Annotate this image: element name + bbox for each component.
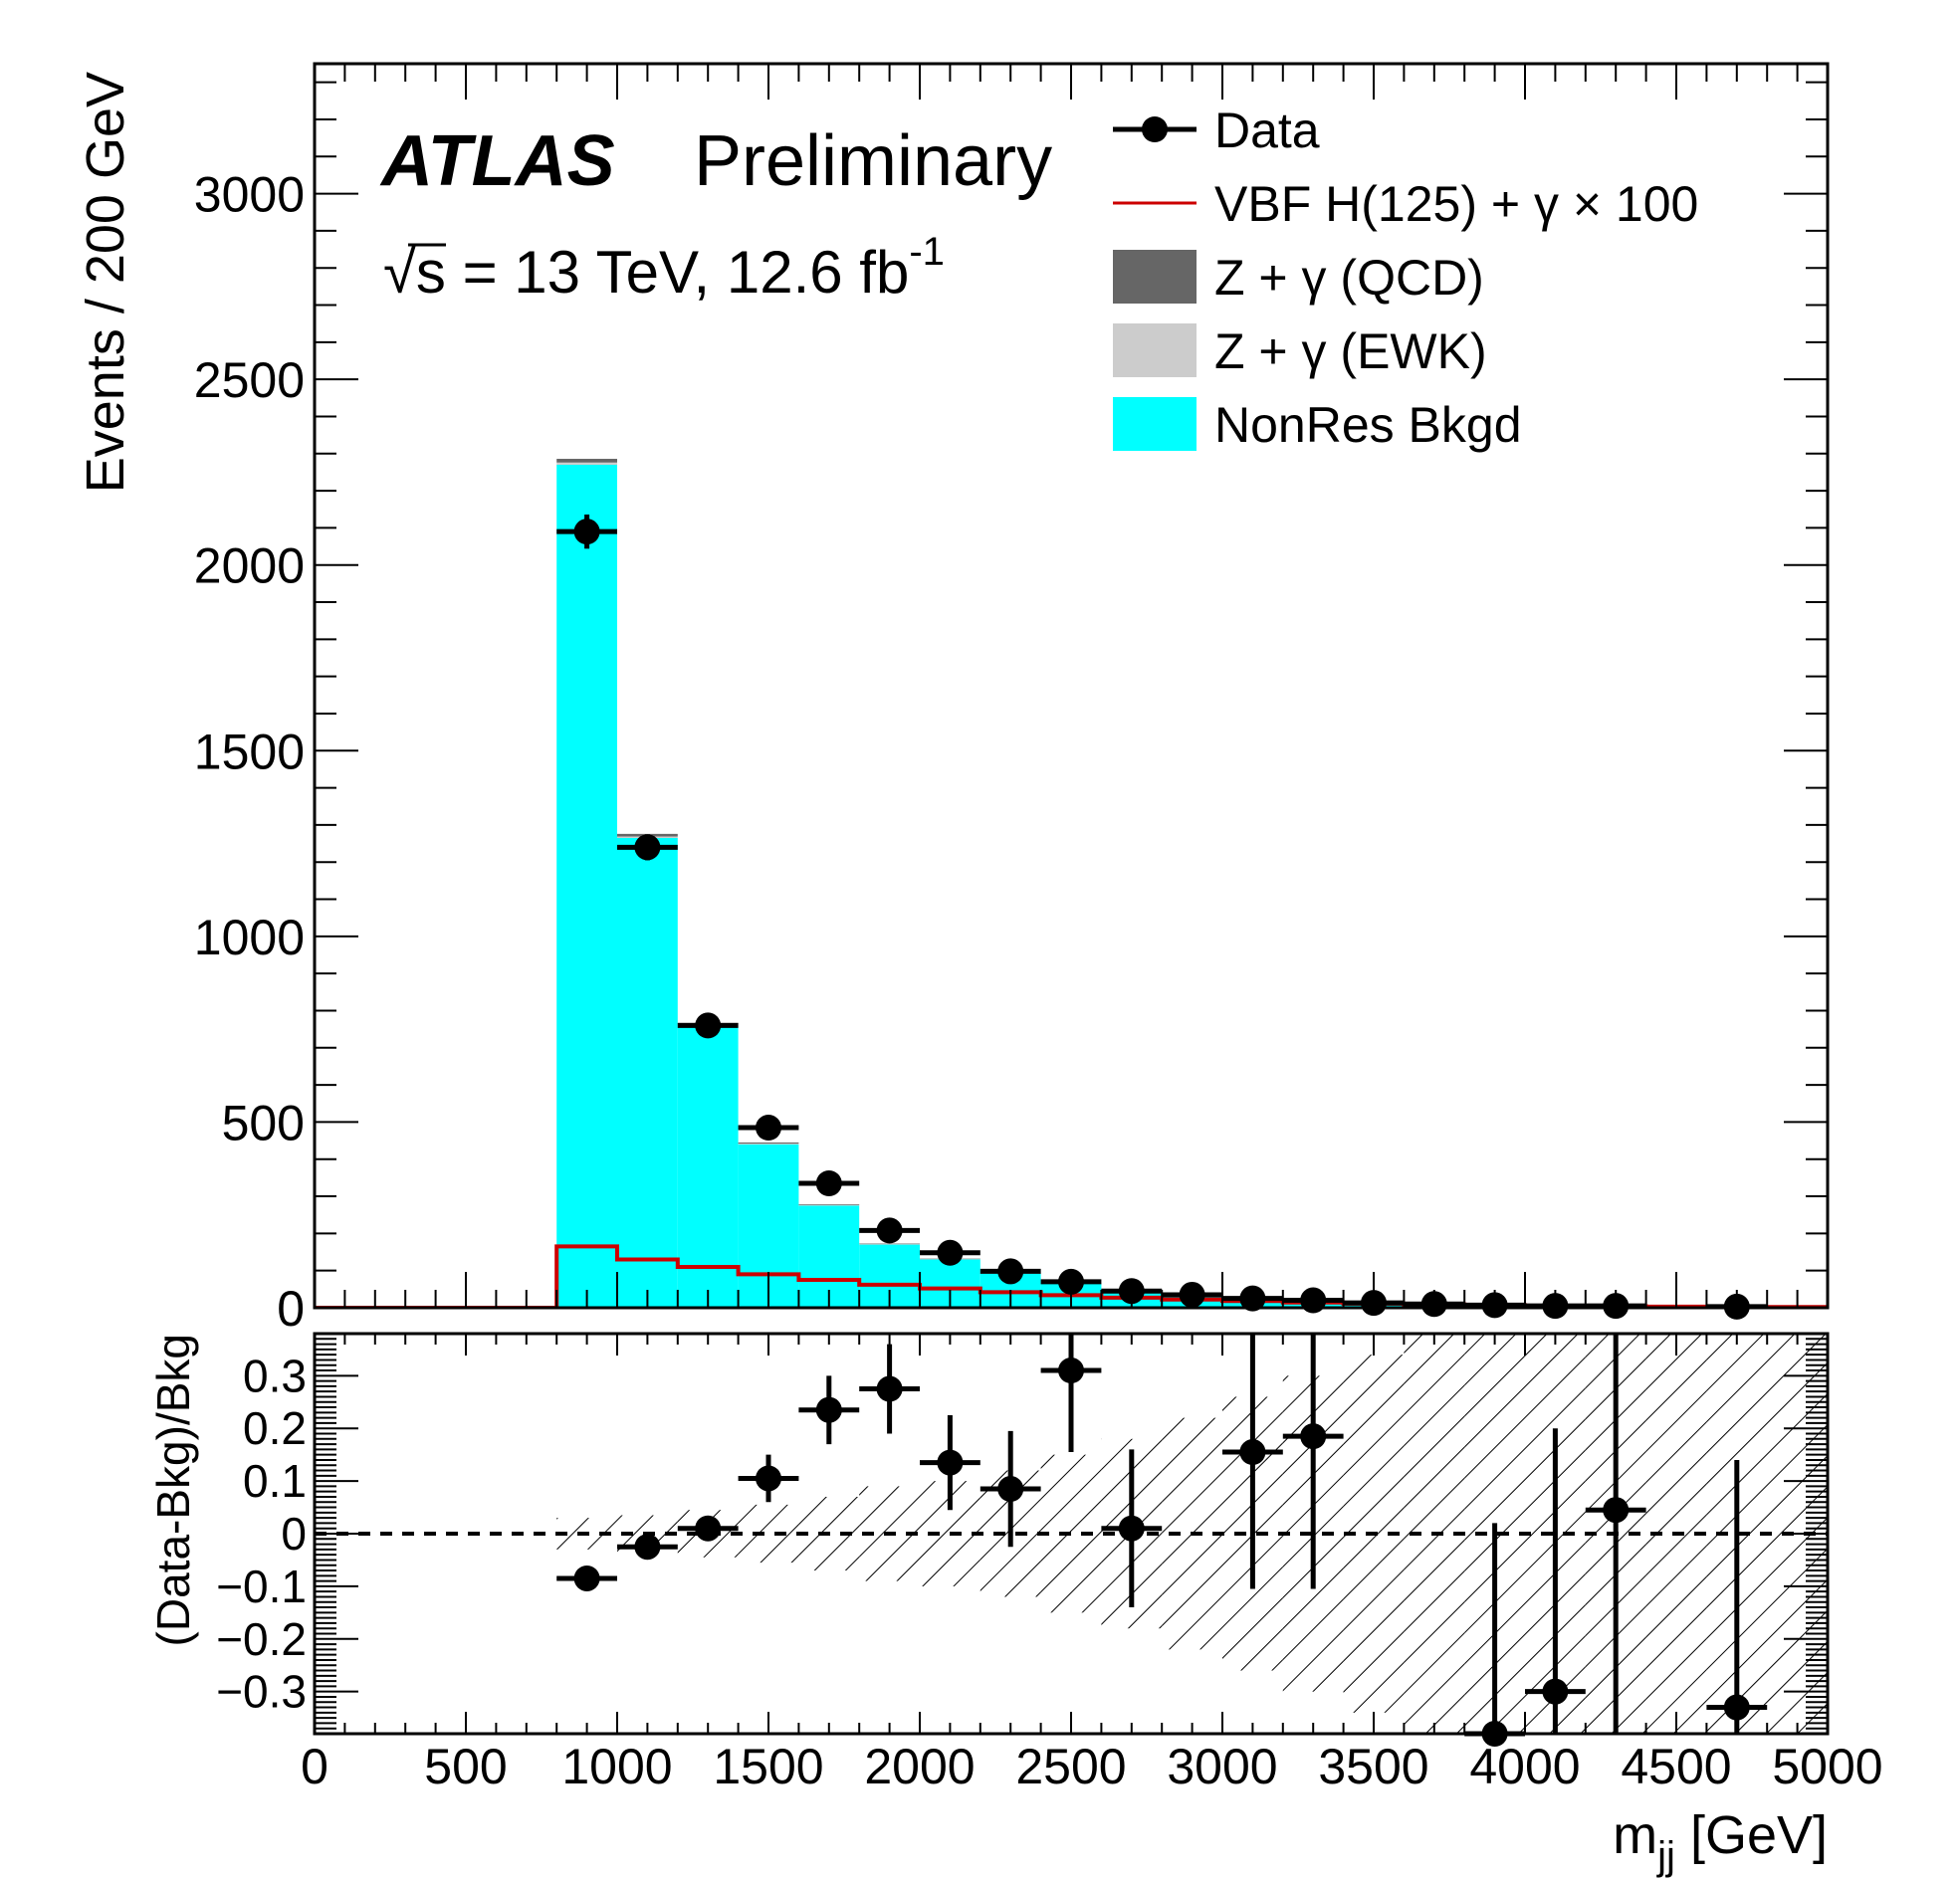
energy-label: √s = 13 TeV, 12.6 fb-1 [383,230,945,306]
data-point-5 [876,1217,903,1244]
main-ytick-label-0: 0 [277,1281,305,1337]
x-axis-title-sub: jj [1656,1834,1675,1878]
legend-label-4: NonRes Bkgd [1214,397,1522,453]
energy-label-main: √s = 13 TeV, 12.6 fb [383,239,909,306]
legend-swatch-3 [1113,323,1197,377]
bar-qcd-4 [798,1204,860,1205]
main-y-ticks [315,81,1828,1309]
x-tick-labels: 0 500 1000 1500 2000 2500 3000 3500 4000 4500 5000 [301,1739,1883,1794]
x-tick-label-2: 1000 [561,1739,672,1794]
ratio-point-8 [1058,1358,1084,1384]
legend-label-1: VBF H(125) + γ × 100 [1214,176,1698,232]
main-ytick-label-2: 1000 [194,910,305,965]
x-tick-label-5: 2500 [1015,1739,1126,1794]
x-tick-label-4: 2000 [864,1739,975,1794]
ratio-y-axis-title: (Data-Bkg)/Bkg [147,1334,199,1646]
ratio-point-15 [1723,1694,1750,1721]
data-point-4 [815,1170,842,1196]
main-ytick-label-1: 500 [222,1095,305,1150]
ratio-y-tick-labels: −0.3−0.2−0.100.10.20.3 [216,1350,307,1717]
data-point-2 [695,1012,722,1039]
main-x-ticks [314,64,1829,1308]
ratio-point-14 [1603,1497,1630,1524]
ratio-ytick-label-1: −0.2 [216,1613,307,1665]
bar-nonres-2 [677,1025,739,1308]
x-tick-label-9: 4500 [1621,1739,1731,1794]
main-y-tick-labels: 0 500 1000 1500 2000 2500 3000 [194,167,305,1337]
bar-ewk-3 [738,1144,799,1145]
x-tick-label-7: 3500 [1318,1739,1428,1794]
legend-swatch-2 [1113,250,1197,304]
data-point-1 [634,834,661,861]
legend: Data VBF H(125) + γ × 100 Z + γ (QCD) Z + γ… [1113,103,1698,453]
x-tick-label-10: 5000 [1772,1739,1882,1794]
bar-qcd-5 [859,1243,920,1245]
ratio-ytick-label-0: −0.3 [216,1666,307,1718]
bar-nonres-1 [617,837,678,1308]
ratio-point-5 [876,1375,903,1402]
ratio-ytick-label-3: 0 [281,1508,307,1560]
ratio-point-1 [634,1534,661,1561]
ratio-ytick-label-2: −0.1 [216,1561,307,1612]
ratio-ytick-label-6: 0.3 [243,1350,307,1401]
main-ytick-label-5: 2500 [194,352,305,408]
bar-qcd-0 [556,459,617,463]
bar-ewk-0 [556,462,617,465]
ratio-point-6 [937,1449,964,1476]
ratio-point-3 [756,1465,781,1492]
ratio-point-0 [573,1565,600,1591]
main-panel: 0 500 1000 1500 2000 2500 3000 Events / 200 Ge… [76,62,1830,1337]
ratio-x-ticks [314,1334,1829,1734]
x-axis-title-unit: [GeV] [1675,1805,1828,1865]
ratio-point-7 [997,1476,1024,1503]
bar-ewk-4 [798,1204,860,1206]
y-axis-title: Events / 200 GeV [76,72,135,493]
ratio-ytick-label-5: 0.2 [243,1402,307,1454]
main-ytick-label-4: 2000 [194,538,305,594]
preliminary-label: Preliminary [694,121,1052,201]
x-tick-label-0: 0 [301,1739,328,1794]
energy-label-sup: -1 [909,230,945,274]
atlas-label: ATLAS [379,121,615,201]
background-stack [556,459,1828,1308]
ratio-point-13 [1542,1678,1569,1705]
ratio-point-11 [1300,1423,1327,1450]
x-tick-label-6: 3000 [1167,1739,1277,1794]
main-ytick-label-3: 1500 [194,724,305,779]
x-tick-label-3: 1500 [713,1739,823,1794]
ratio-ytick-label-4: 0.1 [243,1455,307,1507]
x-tick-label-8: 4000 [1469,1739,1580,1794]
data-point-3 [756,1115,781,1142]
bar-nonres-0 [556,464,617,1308]
ratio-point-2 [695,1515,722,1542]
x-tick-label-1: 500 [424,1739,507,1794]
bar-qcd-3 [738,1142,799,1145]
ratio-point-4 [815,1396,842,1423]
x-axis-title: mjj [GeV] [1613,1805,1828,1878]
ratio-points [556,1334,1768,1747]
ratio-panel: 0 500 1000 1500 2000 2500 3000 3500 4000 4500 5000… [147,1332,1883,1878]
ratio-y-ticks [315,1338,1828,1730]
legend-label-2: Z + γ (QCD) [1214,250,1484,306]
data-point-6 [937,1239,964,1266]
data-point-0 [573,519,600,545]
legend-label-0: Data [1214,103,1320,158]
legend-label-3: Z + γ (EWK) [1214,323,1487,379]
data-point-7 [997,1258,1024,1285]
ratio-point-10 [1239,1439,1266,1466]
main-ytick-label-6: 3000 [194,167,305,223]
ratio-point-9 [1118,1515,1145,1542]
legend-swatch-4 [1113,397,1197,451]
x-axis-title-main: m [1613,1805,1657,1865]
legend-data-marker [1142,116,1168,142]
band-bin-3 [738,1504,799,1564]
